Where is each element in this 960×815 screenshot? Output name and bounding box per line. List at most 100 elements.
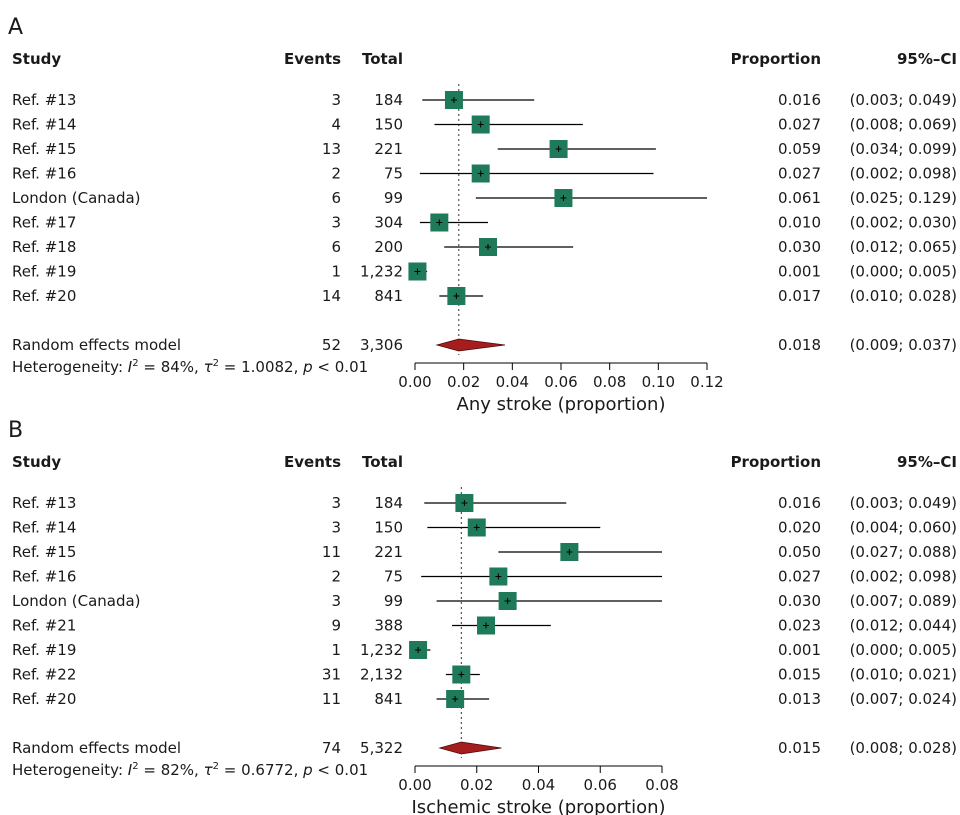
pooled-ci: (0.008; 0.028) [850,739,957,757]
pooled-total: 5,322 [360,739,403,757]
study-row: London (Canada) 3 99 0.030 (0.007; 0.089) [12,592,957,610]
study-proportion: 0.059 [778,140,821,158]
header-study: Study [12,453,61,471]
x-tick-label: 0.08 [645,776,678,794]
study-row: Ref. #19 1 1,232 0.001 (0.000; 0.005) [12,641,957,659]
study-total: 99 [384,592,403,610]
header-proportion: Proportion [731,453,821,471]
study-row: Ref. #15 13 221 0.059 (0.034; 0.099) [12,140,957,158]
pooled-proportion: 0.015 [778,739,821,757]
study-total: 841 [374,287,403,305]
study-total: 99 [384,189,403,207]
study-ci: (0.012; 0.044) [850,617,957,635]
panel-a: A Study Events Total Proportion 95%–CI Ref. #1… [8,15,957,415]
study-events: 4 [331,116,341,134]
study-proportion: 0.017 [778,287,821,305]
panel-b: B Study Events Total Proportion 95%–CI Ref. #1… [8,418,957,815]
study-ci: (0.034; 0.099) [850,140,957,158]
study-proportion: 0.050 [778,543,821,561]
header-ci: 95%–CI [897,453,957,471]
pooled-total: 3,306 [360,336,403,354]
study-events: 9 [331,617,341,635]
study-ci: (0.002; 0.098) [850,568,957,586]
study-ci: (0.000; 0.005) [850,263,957,281]
study-total: 841 [374,690,403,708]
x-tick-label: 0.02 [460,776,493,794]
study-row: Ref. #15 11 221 0.050 (0.027; 0.088) [12,543,957,561]
study-row: Ref. #20 14 841 0.017 (0.010; 0.028) [12,287,957,305]
study-events: 1 [331,641,341,659]
study-total: 200 [374,238,403,256]
study-events: 3 [331,592,341,610]
study-proportion: 0.016 [778,494,821,512]
study-name: Ref. #15 [12,140,76,158]
study-events: 2 [331,568,341,586]
panel-label: B [8,418,23,443]
study-name: Ref. #19 [12,263,76,281]
study-name: Ref. #20 [12,287,76,305]
pooled-row: Random effects model 74 5,322 0.015 (0.008; … [12,739,957,757]
study-proportion: 0.030 [778,592,821,610]
study-proportion: 0.030 [778,238,821,256]
study-events: 14 [322,287,341,305]
x-tick-label: 0.00 [398,373,431,391]
study-row: Ref. #17 3 304 0.010 (0.002; 0.030) [12,213,957,232]
x-tick-label: 0.12 [690,373,723,391]
study-events: 3 [331,91,341,109]
header-total: Total [362,50,403,68]
study-proportion: 0.027 [778,116,821,134]
study-proportion: 0.001 [778,263,821,281]
heterogeneity-text: Heterogeneity: I2 = 84%, τ2 = 1.0082, p … [12,358,368,376]
study-name: Ref. #13 [12,494,76,512]
header-ci: 95%–CI [897,50,957,68]
study-events: 3 [331,214,341,232]
x-tick-label: 0.04 [496,373,529,391]
x-tick-label: 0.06 [584,776,617,794]
study-total: 150 [374,116,403,134]
study-ci: (0.002; 0.030) [850,214,957,232]
study-ci: (0.003; 0.049) [850,494,957,512]
x-axis-title: Any stroke (proportion) [457,394,666,415]
pooled-ci: (0.009; 0.037) [850,336,957,354]
header-events: Events [284,453,341,471]
pooled-proportion: 0.018 [778,336,821,354]
study-row: Ref. #18 6 200 0.030 (0.012; 0.065) [12,238,957,256]
study-ci: (0.027; 0.088) [850,543,957,561]
study-ci: (0.003; 0.049) [850,91,957,109]
study-row: Ref. #13 3 184 0.016 (0.003; 0.049) [12,91,957,109]
pooled-row: Random effects model 52 3,306 0.018 (0.009; … [12,336,957,354]
study-row: Ref. #22 31 2,132 0.015 (0.010; 0.021) [12,665,957,684]
study-proportion: 0.010 [778,214,821,232]
x-tick-label: 0.10 [642,373,675,391]
study-proportion: 0.027 [778,568,821,586]
study-ci: (0.007; 0.024) [850,690,957,708]
study-name: Ref. #21 [12,617,76,635]
pooled-events: 52 [322,336,341,354]
study-proportion: 0.023 [778,617,821,635]
pooled-diamond [435,338,506,352]
study-name: Ref. #13 [12,91,76,109]
x-tick-label: 0.02 [447,373,480,391]
header-study: Study [12,50,61,68]
study-proportion: 0.013 [778,690,821,708]
study-name: Ref. #15 [12,543,76,561]
study-events: 11 [322,543,341,561]
panel-label: A [8,15,23,40]
x-tick-label: 0.04 [522,776,555,794]
study-total: 184 [374,494,403,512]
study-events: 1 [331,263,341,281]
study-row: Ref. #20 11 841 0.013 (0.007; 0.024) [12,690,957,708]
study-total: 75 [384,165,403,183]
study-row: Ref. #14 4 150 0.027 (0.008; 0.069) [12,115,957,134]
study-events: 2 [331,165,341,183]
study-ci: (0.002; 0.098) [850,165,957,183]
study-row: Ref. #14 3 150 0.020 (0.004; 0.060) [12,518,957,537]
study-name: Ref. #20 [12,690,76,708]
study-events: 11 [322,690,341,708]
study-events: 3 [331,519,341,537]
study-name: Ref. #14 [12,519,76,537]
x-tick-label: 0.08 [593,373,626,391]
study-proportion: 0.015 [778,666,821,684]
study-name: Ref. #19 [12,641,76,659]
